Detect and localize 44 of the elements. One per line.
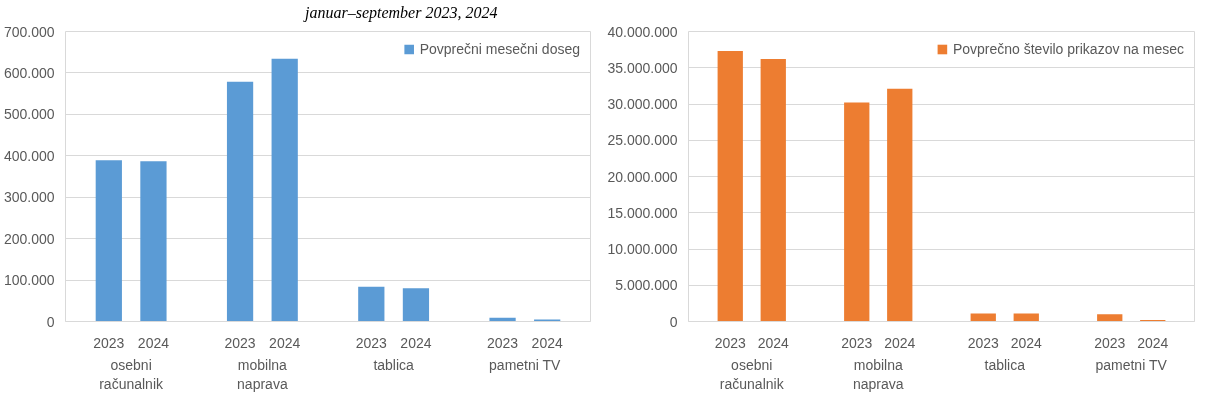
x-tick-label: 2023 (224, 334, 256, 351)
y-tick-label: 400.000 (3, 147, 55, 164)
y-tick-label: 200.000 (3, 230, 55, 247)
text: osebni računalnik (719, 356, 785, 392)
text: pametni TV (489, 356, 562, 373)
text: pametni TV (1095, 356, 1168, 373)
x-tick-label: 2024 (884, 334, 916, 351)
text: mobilna naprava (237, 356, 288, 392)
y-tick-label: 500.000 (3, 106, 55, 123)
x-tick-label: 2024 (757, 334, 790, 351)
x-tick-label: 2023 (355, 334, 388, 351)
text: mobilna naprava (852, 356, 904, 392)
chart-title: januar–september 2023, 2024 (305, 4, 498, 21)
text: osebni računalnik (99, 356, 165, 392)
x-tick-label: 2023 (93, 334, 125, 351)
x-tick-label: 2023 (486, 334, 519, 351)
text: tablica (373, 356, 415, 373)
x-tick-label: 2024 (1137, 334, 1169, 351)
x-tick-label: 2024 (269, 334, 301, 351)
y-tick-label: 30.000.000 (607, 96, 678, 112)
y-tick-label: 35.000.000 (607, 59, 678, 76)
y-tick-label: 0 (669, 313, 678, 330)
y-tick-label: 25.000.000 (607, 132, 678, 149)
x-tick-label: 2024 (1010, 334, 1043, 351)
y-tick-label: 300.000 (3, 189, 55, 206)
y-tick-label: 10.000.000 (607, 241, 678, 257)
x-tick-label: 2024 (137, 334, 170, 351)
x-tick-label: 2023 (967, 334, 1000, 351)
y-tick-label: 700.000 (3, 23, 55, 40)
x-tick-label: 2024 (531, 334, 563, 351)
text: tablica (984, 356, 1026, 373)
y-tick-label: 40.000.000 (607, 23, 678, 40)
y-tick-label: 600.000 (3, 64, 55, 81)
y-tick-label: 15.000.000 (607, 204, 678, 221)
x-tick-label: 2023 (714, 334, 747, 351)
y-tick-label: 0 (46, 313, 55, 330)
y-tick-label: 100.000 (3, 272, 55, 289)
x-tick-label: 2023 (841, 334, 873, 351)
legend-label: Povprečno število prikazov na mesec (952, 41, 1184, 57)
y-tick-label: 20.000.000 (607, 168, 678, 185)
x-tick-label: 2024 (400, 334, 432, 351)
legend-label: Povprečni mesečni doseg (419, 41, 580, 57)
x-tick-label: 2023 (1094, 334, 1126, 351)
y-tick-label: 5.000.000 (615, 277, 678, 294)
